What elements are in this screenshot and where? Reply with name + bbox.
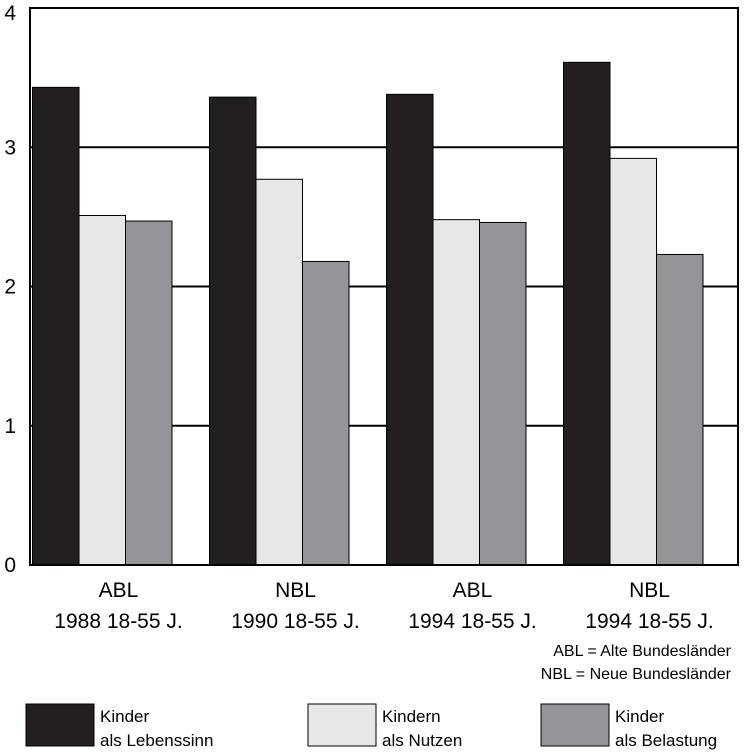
bars [32, 61, 704, 566]
bar-3-series-2 [432, 219, 480, 566]
bar-3-series-3 [479, 221, 527, 566]
y-axis-ticks: 0 1 2 3 4 [4, 2, 16, 577]
bar-1-series-1 [32, 86, 80, 566]
plot-frame [29, 7, 739, 566]
category-label-line1: NBL [275, 579, 316, 602]
category-label-line2: 1990 18-55 J. [231, 610, 359, 633]
abbreviation-notes: ABL = Alte Bundesländer NBL = Neue Bundes… [541, 643, 732, 683]
legend-label-line2: als Nutzen [382, 731, 462, 750]
bar-2-series-3 [302, 260, 350, 566]
category-label-line2: 1994 18-55 J. [585, 610, 713, 633]
bar-1-series-2 [78, 214, 126, 566]
category-label-line1: ABL [99, 579, 139, 602]
abbreviation-note: NBL = Neue Bundesländer [541, 666, 732, 683]
bar-4-series-1 [563, 61, 611, 566]
category-label-line2: 1994 18-55 J. [408, 610, 536, 633]
legend-swatch-1 [25, 703, 95, 747]
legend-swatch-3 [540, 703, 610, 747]
legend-label-line2: als Belastung [615, 731, 717, 750]
bar-2-series-2 [255, 178, 303, 566]
y-tick-label: 4 [4, 2, 16, 25]
x-axis-categories: ABL 1988 18-55 J. NBL 1990 18-55 J. ABL 1994 … [54, 579, 713, 633]
legend-label-line2: als Lebenssinn [100, 731, 213, 750]
bar-4-series-3 [656, 253, 704, 566]
category-label-line1: NBL [629, 579, 670, 602]
bar-1-series-3 [125, 220, 173, 566]
legend: Kinder als Lebenssinn Kindern als Nutzen Kin… [25, 703, 717, 750]
y-tick-label: 2 [4, 276, 16, 299]
category-label-line1: ABL [453, 579, 493, 602]
legend-label-line1: Kinder [615, 707, 664, 726]
bar-4-series-2 [609, 157, 657, 566]
bar-2-series-1 [209, 96, 257, 566]
bar-3-series-1 [386, 93, 434, 566]
legend-label-line1: Kindern [382, 707, 441, 726]
legend-swatch-2 [307, 703, 377, 747]
category-label-line2: 1988 18-55 J. [54, 610, 182, 633]
legend-label-line1: Kinder [100, 707, 149, 726]
abbreviation-note: ABL = Alte Bundesländer [553, 643, 731, 660]
y-tick-label: 3 [4, 136, 16, 159]
y-tick-label: 0 [4, 554, 16, 577]
y-tick-label: 1 [4, 415, 16, 438]
